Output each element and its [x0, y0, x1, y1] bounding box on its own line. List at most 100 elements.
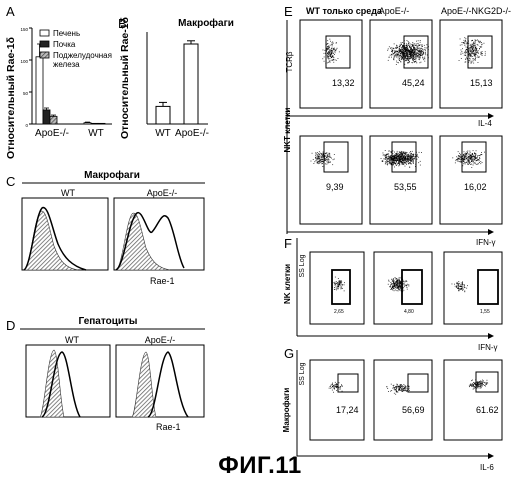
scatter-event	[466, 52, 467, 53]
panel-f-ylabel: SS Log	[299, 254, 306, 277]
scatter-event	[464, 291, 465, 292]
scatter-event	[404, 162, 405, 163]
scatter-event	[320, 155, 321, 156]
scatter-event	[400, 54, 401, 55]
scatter-event	[415, 48, 416, 49]
scatter-event	[398, 163, 399, 164]
scatter-event	[397, 45, 398, 46]
scatter-event	[325, 53, 326, 54]
scatter-event	[326, 44, 327, 45]
scatter-event	[388, 60, 389, 61]
scatter-event	[471, 386, 472, 387]
scatter-event	[333, 59, 334, 60]
scatter-event	[473, 389, 474, 390]
scatter-event	[477, 159, 478, 160]
scatter-event	[426, 48, 427, 49]
scatter-event	[402, 152, 403, 153]
scatter-event	[313, 159, 314, 160]
scatter-event	[333, 57, 334, 58]
scatter-event	[325, 160, 326, 161]
scatter-event	[332, 55, 333, 56]
scatter-event	[342, 285, 343, 286]
scatter-event	[326, 51, 327, 52]
scatter-event	[418, 162, 419, 163]
scatter-event	[421, 62, 422, 63]
scatter-event	[344, 284, 345, 285]
scatter-event	[388, 284, 389, 285]
scatter-event	[472, 153, 473, 154]
scatter-event	[462, 53, 463, 54]
scatter-event	[320, 153, 321, 154]
scatter-event	[402, 153, 403, 154]
scatter-event	[329, 49, 330, 50]
scatter-event	[333, 392, 334, 393]
scatter-event	[387, 157, 388, 158]
scatter-event	[330, 54, 331, 55]
scatter-event	[386, 156, 387, 157]
scatter-event	[398, 283, 399, 284]
scatter-event	[406, 50, 407, 51]
scatter-event	[330, 56, 331, 57]
scatter-event	[387, 50, 388, 51]
scatter-event	[474, 163, 475, 164]
scatter-event	[403, 164, 404, 165]
scatter-event	[473, 150, 474, 151]
scatter-event	[472, 48, 473, 49]
scatter-event	[424, 57, 425, 58]
scatter-event	[335, 51, 336, 52]
scatter-event	[386, 161, 387, 162]
scatter-event	[478, 57, 479, 58]
scatter-event	[471, 56, 472, 57]
scatter-event	[413, 59, 414, 60]
panel-g-value-3: 61.62	[476, 405, 499, 415]
scatter-event	[477, 385, 478, 386]
scatter-event	[426, 44, 427, 45]
scatter-event	[482, 51, 483, 52]
scatter-event	[461, 58, 462, 59]
scatter-event	[387, 158, 388, 159]
scatter-event	[478, 53, 479, 54]
scatter-event	[331, 50, 332, 51]
scatter-event	[472, 40, 473, 41]
panel-e-plot-bottom-1	[300, 136, 362, 224]
scatter-event	[409, 386, 410, 387]
scatter-event	[470, 158, 471, 159]
scatter-event	[418, 57, 419, 58]
scatter-event	[482, 382, 483, 383]
scatter-event	[391, 284, 392, 285]
scatter-event	[406, 45, 407, 46]
scatter-event	[392, 164, 393, 165]
scatter-event	[396, 284, 397, 285]
scatter-event	[393, 280, 394, 281]
scatter-event	[409, 388, 410, 389]
scatter-event	[477, 381, 478, 382]
scatter-event	[397, 158, 398, 159]
scatter-event	[395, 52, 396, 53]
scatter-event	[473, 46, 474, 47]
scatter-event	[402, 164, 403, 165]
scatter-event	[475, 155, 476, 156]
scatter-event	[410, 158, 411, 159]
scatter-event	[482, 385, 483, 386]
scatter-event	[410, 163, 411, 164]
scatter-event	[465, 53, 466, 54]
scatter-event	[409, 167, 410, 168]
scatter-event	[391, 47, 392, 48]
scatter-event	[467, 151, 468, 152]
scatter-event	[462, 281, 463, 282]
scatter-event	[466, 47, 467, 48]
scatter-event	[456, 286, 457, 287]
scatter-event	[400, 46, 401, 47]
panel-e-value-top-3: 15,13	[470, 78, 493, 88]
scatter-event	[460, 157, 461, 158]
scatter-event	[393, 53, 394, 54]
scatter-event	[470, 47, 471, 48]
scatter-event	[330, 162, 331, 163]
scatter-event	[332, 45, 333, 46]
scatter-event	[403, 283, 404, 284]
scatter-event	[391, 283, 392, 284]
panel-e-value-top-2: 45,24	[402, 78, 425, 88]
panel-f-row-title: NK клетки	[283, 264, 292, 304]
scatter-event	[455, 286, 456, 287]
scatter-event	[326, 48, 327, 49]
